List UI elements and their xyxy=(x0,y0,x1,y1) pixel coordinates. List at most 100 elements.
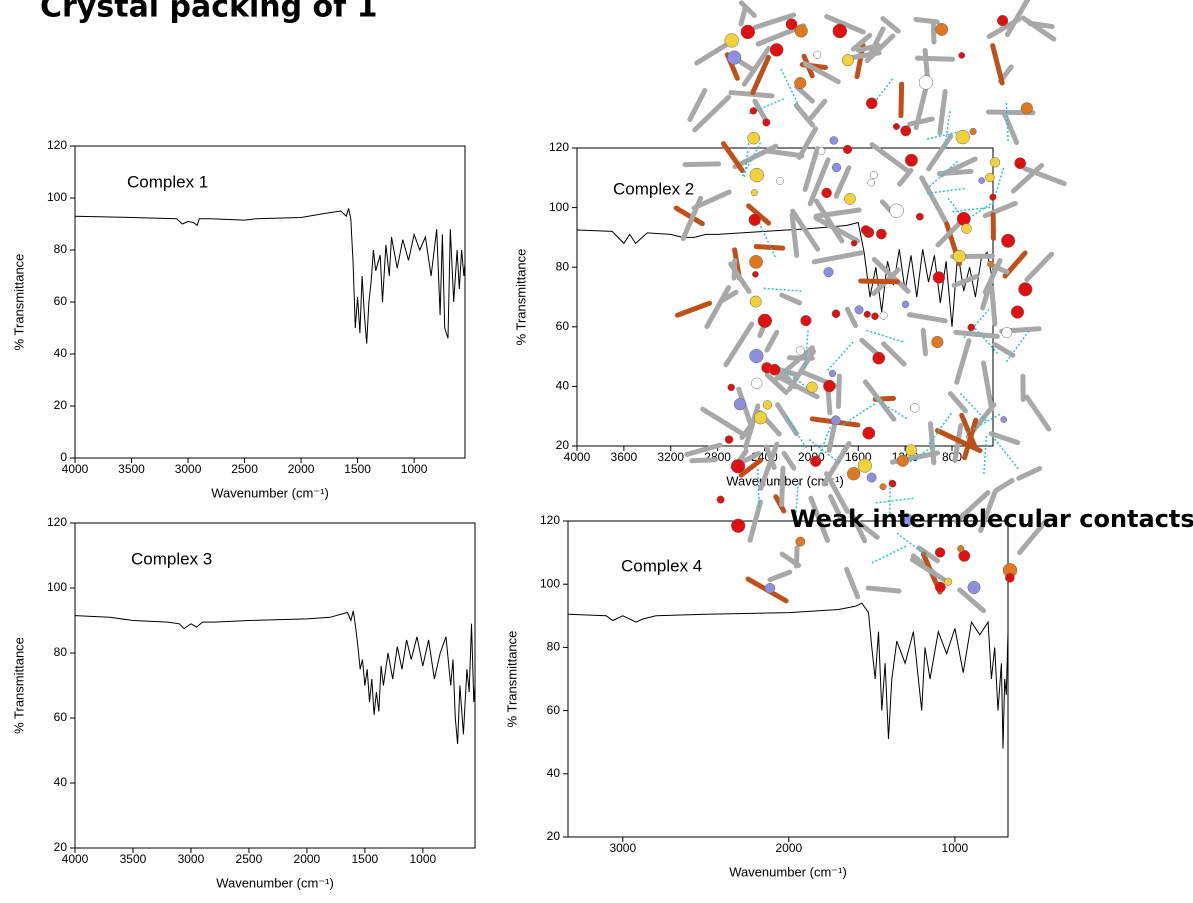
bond xyxy=(738,457,764,478)
atom xyxy=(823,267,834,278)
bond xyxy=(914,55,956,62)
bond xyxy=(738,6,748,27)
atom xyxy=(749,107,758,115)
contact xyxy=(872,396,908,420)
atom xyxy=(776,177,784,185)
y-tick-label: 20 xyxy=(54,398,68,412)
y-tick-label: 80 xyxy=(54,242,68,256)
y-tick-label: 80 xyxy=(547,640,561,654)
bond xyxy=(844,566,861,600)
bond xyxy=(738,0,757,19)
contact xyxy=(794,480,800,521)
crystal-structure-image xyxy=(673,0,1067,614)
contact xyxy=(875,497,916,504)
atom xyxy=(800,315,812,327)
atom xyxy=(724,33,739,48)
y-tick-label: 40 xyxy=(54,346,68,360)
atom xyxy=(865,97,878,110)
y-tick-label: 40 xyxy=(54,775,68,789)
atom xyxy=(749,167,764,183)
bond xyxy=(779,292,803,306)
contact xyxy=(926,187,967,195)
atom xyxy=(871,312,879,321)
contact xyxy=(961,200,997,224)
bond xyxy=(953,490,991,524)
bond xyxy=(989,285,998,327)
y-tick-label: 80 xyxy=(556,259,570,273)
bond xyxy=(764,148,805,159)
y-tick-label: 120 xyxy=(47,515,67,529)
contact xyxy=(869,545,907,565)
annotation: Complex 4 xyxy=(621,556,702,575)
bond xyxy=(919,175,948,224)
bond xyxy=(746,203,772,226)
atom xyxy=(866,472,877,483)
atom xyxy=(961,223,972,234)
bond xyxy=(1016,466,1043,481)
x-tick-label: 3000 xyxy=(178,852,205,866)
atom xyxy=(794,24,808,38)
atom xyxy=(795,536,806,547)
header: Crystal packing of 1 xyxy=(40,0,378,25)
atom xyxy=(967,581,981,594)
atom xyxy=(1001,327,1013,339)
bond xyxy=(824,471,850,514)
bond xyxy=(871,257,911,294)
y-tick-label: 100 xyxy=(540,576,560,590)
y-tick-label: 120 xyxy=(47,138,67,152)
bond xyxy=(813,198,845,244)
y-tick-label: 0 xyxy=(60,450,67,464)
atom xyxy=(832,23,848,39)
atom xyxy=(817,147,826,155)
bond xyxy=(775,402,799,437)
x-tick-label: 3500 xyxy=(118,462,145,476)
bond xyxy=(898,81,905,119)
bond xyxy=(802,146,820,192)
bond xyxy=(700,406,747,438)
atom xyxy=(860,225,871,236)
atom xyxy=(750,189,758,197)
bond xyxy=(758,441,780,491)
bond xyxy=(990,43,1005,86)
bond xyxy=(752,12,797,30)
x-tick-label: 3200 xyxy=(657,450,684,464)
contact xyxy=(927,160,959,189)
atom xyxy=(869,171,878,180)
x-tick-label: 3000 xyxy=(609,841,636,855)
contact xyxy=(888,479,892,520)
bond xyxy=(825,386,833,416)
bond xyxy=(937,88,948,136)
x-tick-label: 2000 xyxy=(294,852,321,866)
bond xyxy=(978,488,998,534)
atom xyxy=(844,193,856,205)
atom xyxy=(956,211,971,226)
atom xyxy=(867,178,876,187)
bond xyxy=(957,587,986,614)
atom xyxy=(1014,157,1027,170)
x-tick-label: 2500 xyxy=(231,462,258,476)
atom xyxy=(958,52,966,59)
contact xyxy=(927,412,952,447)
plot-frame xyxy=(74,145,466,459)
bond xyxy=(1001,109,1020,146)
contact xyxy=(763,287,804,292)
chart: 0 20 40 60 80 100 120 4000 3500 3000 2500 2000 1500 1… xyxy=(11,138,466,500)
bond xyxy=(720,141,745,174)
atom xyxy=(910,403,920,413)
bond xyxy=(982,200,1018,219)
bond xyxy=(833,165,852,199)
atom xyxy=(829,136,838,145)
x-axis-label: Wavenumber (cm⁻¹) xyxy=(216,875,334,890)
x-tick-label: 4000 xyxy=(62,852,89,866)
bond xyxy=(913,16,940,25)
contact xyxy=(924,130,965,141)
atom xyxy=(740,24,756,40)
bond xyxy=(988,431,1021,446)
atom xyxy=(863,310,871,318)
contact xyxy=(868,76,895,110)
y-tick-label: 60 xyxy=(556,319,570,333)
contact xyxy=(748,97,786,115)
annotation: Complex 2 xyxy=(613,179,694,198)
atom xyxy=(1010,305,1025,319)
